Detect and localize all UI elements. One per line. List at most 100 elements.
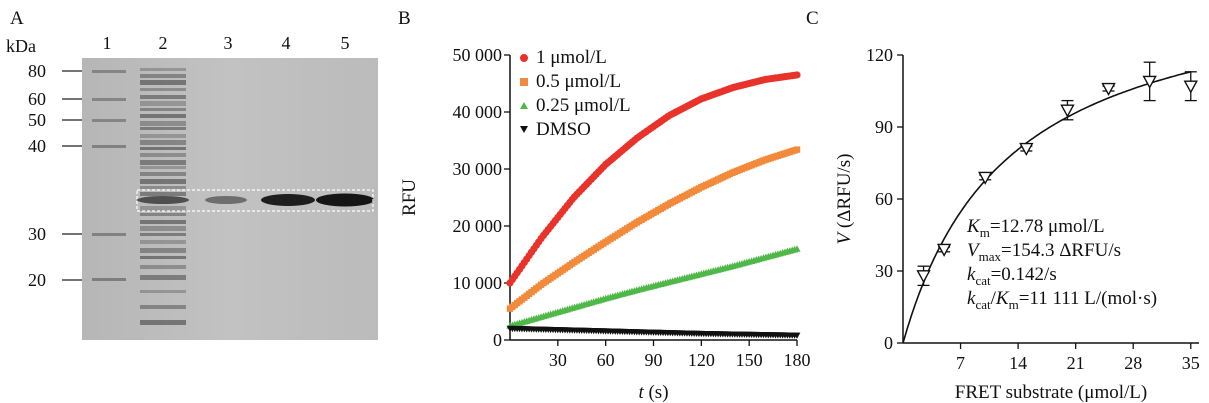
x-tick-label: 21	[1067, 353, 1085, 373]
band-highlight-box	[136, 189, 374, 212]
lysate-band	[140, 166, 186, 169]
series-2	[506, 146, 801, 312]
chart-b: 0 10 000 20 000 30 000 40 000 50 000 30 60 90 120…	[399, 45, 811, 403]
lysate-band	[140, 233, 186, 236]
lysate-band	[140, 108, 186, 111]
data-point	[936, 243, 952, 257]
marker-label: 30	[28, 224, 46, 244]
x-axis-label: FRET substrate (μmol/L)	[955, 382, 1147, 403]
panel-b: B 0 10 000 20 000 30 000 40 000 50 000 30 60 90 1…	[398, 8, 811, 403]
legend-item: DMSO	[520, 119, 591, 140]
lane-label: 3	[224, 33, 233, 53]
x-axis-label-italic: t	[638, 382, 644, 403]
lysate-band	[140, 140, 186, 145]
lysate-band	[140, 265, 186, 269]
lysate-band	[140, 186, 186, 189]
annotation-line: Km=12.78 μmol/L	[966, 216, 1105, 240]
lane-label: 2	[159, 33, 168, 53]
legend-label: 1 μmol/L	[536, 47, 607, 68]
marker-label: 80	[28, 61, 46, 81]
legend: 1 μmol/L 0.5 μmol/L 0.25 μmol/L DMSO	[520, 47, 631, 140]
y-axis-label-rest: (ΔRFU/s)	[834, 154, 855, 233]
data-point	[1060, 104, 1075, 118]
lysate-band	[140, 172, 186, 176]
x-tick-label: 180	[784, 350, 811, 370]
lane-label: 4	[282, 33, 291, 53]
lysate-band	[140, 275, 186, 280]
x-tick-label: 7	[956, 353, 965, 373]
lysate-band	[140, 213, 186, 216]
annotation-line: Vmax=154.3 ΔRFU/s	[967, 240, 1121, 264]
lysate-band	[140, 74, 186, 78]
data-point	[793, 245, 801, 252]
data-point	[793, 71, 801, 79]
lysate-band	[140, 290, 186, 293]
lysate-band	[140, 147, 186, 150]
legend-label: 0.5 μmol/L	[536, 71, 621, 92]
series-1	[506, 71, 801, 287]
y-tick-label: 0	[884, 333, 893, 353]
y-tick-label: 120	[866, 45, 893, 65]
legend-marker	[520, 78, 528, 86]
data-point	[1019, 142, 1034, 157]
lysate-band	[140, 95, 186, 99]
legend-item: 0.5 μmol/L	[520, 71, 621, 92]
legend-label: DMSO	[536, 119, 591, 140]
x-tick-label: 60	[597, 350, 615, 370]
lane-labels: 1 2 3 4 5	[103, 33, 350, 53]
marker-label: 50	[28, 110, 46, 130]
lysate-band	[140, 160, 186, 165]
x-tick-label: 14	[1009, 353, 1027, 373]
ladder-bands	[92, 70, 126, 281]
x-tick-label: 35	[1182, 353, 1200, 373]
data-point	[1142, 75, 1157, 89]
y-tick-label: 40 000	[453, 102, 503, 122]
y-tick-label: 0	[493, 330, 502, 350]
marker-label: 40	[28, 136, 46, 156]
series-3	[506, 245, 801, 329]
lysate-band	[140, 206, 186, 211]
y-tick-label: 60	[875, 189, 893, 209]
legend-marker	[520, 54, 528, 62]
lysate-band	[140, 256, 186, 259]
lysate-band	[140, 192, 186, 196]
x-axis-label-rest: (s)	[644, 382, 669, 403]
y-axis-label-italic: V	[834, 230, 855, 244]
y-tick-label: 30	[875, 261, 893, 281]
lysate-band	[140, 127, 186, 130]
y-tick-label: 90	[875, 117, 893, 137]
lysate-band	[140, 80, 186, 85]
marker-label: 60	[28, 89, 46, 109]
chart-c: 0 30 60 90 120 7 14 21 28 35 FRET substrate (μmol/…	[834, 45, 1200, 403]
data-point	[1101, 82, 1116, 97]
data-series	[916, 61, 1198, 287]
panel-c: C 0 30 60 90 120 7 14 21 28 35 FRET substrate (μmo…	[806, 8, 1200, 403]
kda-label: kDa	[6, 36, 36, 56]
legend-marker	[520, 126, 528, 133]
target-bands	[137, 193, 374, 207]
x-tick-label: 30	[549, 350, 567, 370]
lysate-band	[140, 134, 186, 138]
annotation-line: kcat/Km=11 111 L/(mol·s)	[967, 288, 1157, 312]
x-axis-label: t (s)	[638, 382, 668, 403]
lysate-band	[140, 121, 186, 126]
x-tick-label: 28	[1124, 353, 1142, 373]
series-4	[506, 325, 801, 339]
y-tick-label: 10 000	[453, 273, 503, 293]
lysate-band	[140, 68, 186, 71]
data-point	[793, 332, 801, 339]
lysate-band	[140, 226, 186, 231]
x-tick-label: 120	[688, 350, 715, 370]
legend-item: 0.25 μmol/L	[520, 95, 631, 116]
annotation-line: kcat=0.142/s	[967, 264, 1057, 288]
y-tick-label: 50 000	[453, 45, 503, 65]
lysate-band	[140, 320, 186, 325]
data-point	[978, 171, 993, 185]
panel-label-b: B	[398, 8, 411, 29]
data-point	[1183, 80, 1198, 94]
y-tick-label: 20 000	[453, 216, 503, 236]
lysate-bands	[140, 68, 186, 325]
lane-label: 1	[103, 33, 112, 53]
